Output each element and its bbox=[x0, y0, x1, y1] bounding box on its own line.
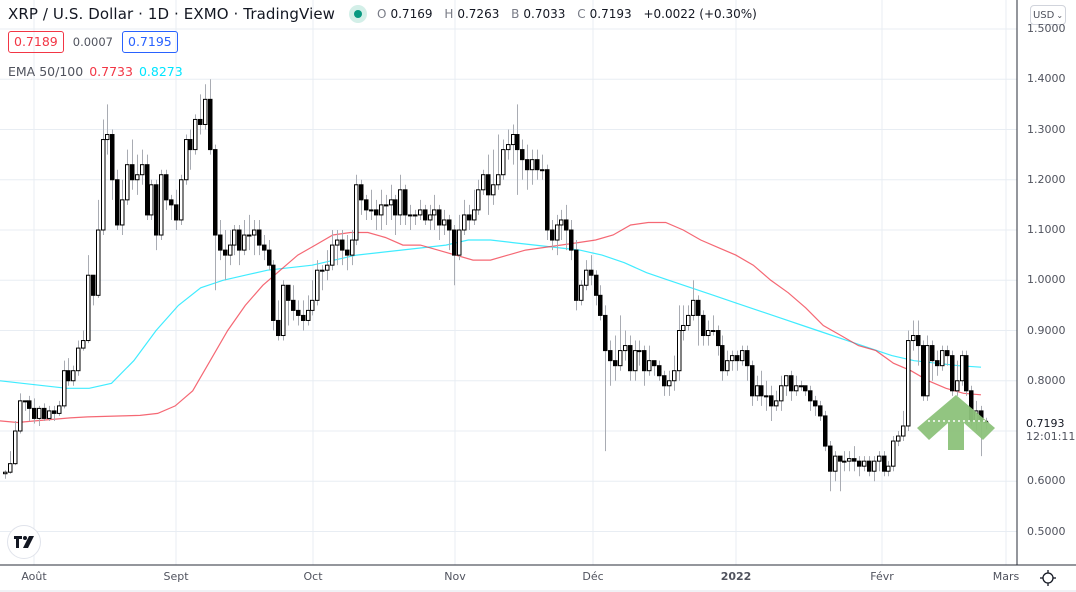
price-tick-label: 0.6000 bbox=[1027, 474, 1066, 488]
currency-selector[interactable]: USD ⌄ bbox=[1030, 5, 1066, 25]
chart-title-row: XRP / U.S. Dollar · 1D · EXMO · TradingV… bbox=[8, 5, 761, 23]
time-tick-label: Oct bbox=[303, 570, 323, 583]
time-tick-label: Nov bbox=[444, 570, 466, 583]
bid-ask-row: 0.7189 0.0007 0.7195 bbox=[8, 31, 178, 53]
time-tick-label: Août bbox=[21, 570, 47, 583]
market-status-icon[interactable] bbox=[349, 5, 368, 23]
arrow-up-annotation[interactable] bbox=[917, 395, 995, 450]
price-tick-label: 0.9000 bbox=[1027, 323, 1066, 337]
last-price-label: 0.7193 12:01:11 bbox=[1026, 417, 1076, 443]
spread-value: 0.0007 bbox=[72, 35, 113, 49]
time-tick-label: Mars bbox=[992, 570, 1020, 583]
symbol-title[interactable]: XRP / U.S. Dollar · 1D · EXMO · TradingV… bbox=[8, 5, 336, 23]
tradingview-logo-icon[interactable] bbox=[7, 525, 41, 559]
time-tick-label: 2022 bbox=[720, 570, 752, 583]
ohlc-values: O 0.7169 H 0.7263 B 0.7033 C 0.7193 +0.0022 … bbox=[377, 7, 757, 21]
price-tick-label: 0.8000 bbox=[1027, 373, 1066, 387]
price-tick-label: 1.1000 bbox=[1027, 223, 1066, 236]
price-tick-label: 0.5000 bbox=[1027, 524, 1066, 538]
buy-price-button[interactable]: 0.7195 bbox=[122, 31, 178, 53]
price-tick-label: 1.4000 bbox=[1027, 72, 1066, 86]
ema-legend[interactable]: EMA 50/100 0.7733 0.8273 bbox=[8, 64, 183, 79]
price-tick-label: 1.3000 bbox=[1027, 122, 1066, 136]
time-tick-label: Déc bbox=[582, 570, 604, 583]
ema50-value: 0.7733 bbox=[89, 64, 133, 79]
ema-label: EMA 50/100 bbox=[8, 64, 84, 79]
bar-countdown: 12:01:11 bbox=[1026, 430, 1076, 443]
settings-gear-icon[interactable] bbox=[1038, 568, 1058, 588]
sell-price-button[interactable]: 0.7189 bbox=[8, 31, 64, 53]
time-tick-label: Févr bbox=[870, 570, 894, 583]
time-tick-label: Sept bbox=[163, 570, 189, 583]
chevron-down-icon: ⌄ bbox=[1056, 10, 1064, 20]
price-tick-label: 1.2000 bbox=[1027, 172, 1066, 186]
ema100-value: 0.8273 bbox=[138, 64, 183, 79]
price-tick-label: 1.5000 bbox=[1027, 22, 1066, 35]
price-change: +0.0022 (+0.30%) bbox=[643, 7, 757, 21]
price-tick-label: 1.0000 bbox=[1027, 273, 1066, 287]
